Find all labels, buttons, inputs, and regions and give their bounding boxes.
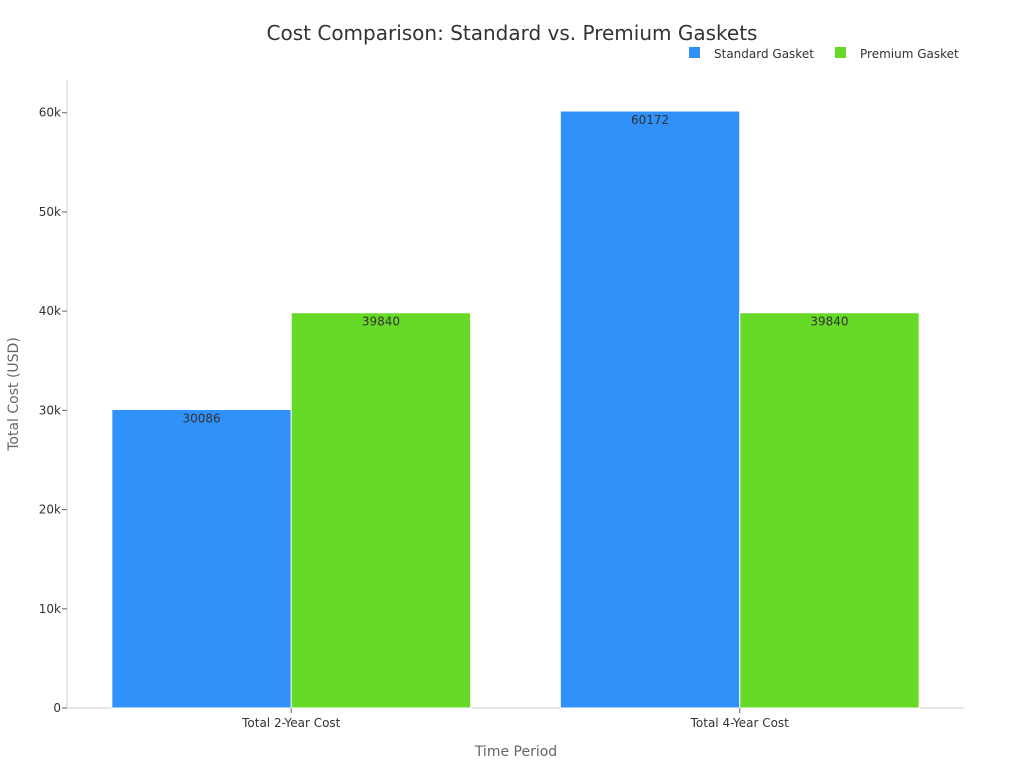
x-tick-label: Total 4-Year Cost: [690, 716, 790, 730]
bar-premium: [290, 312, 472, 709]
plot-area: 0 10k 20k 30k 40k 50k 60k 30086 39840 Total 2-Yea…: [39, 80, 964, 730]
y-tick-label: 60k: [39, 106, 61, 120]
x-tick-label: Total 2-Year Cost: [241, 716, 341, 730]
bar-value-label: 30086: [182, 412, 220, 426]
y-tick-label: 30k: [39, 403, 61, 417]
legend-swatch-premium: [835, 47, 846, 58]
bar-value-label: 39840: [810, 315, 848, 329]
y-tick-label: 40k: [39, 304, 61, 318]
chart-title: Cost Comparison: Standard vs. Premium Ga…: [267, 21, 758, 45]
bar-standard: [111, 409, 292, 709]
y-tick-label: 10k: [39, 602, 61, 616]
y-tick-label: 20k: [39, 503, 61, 517]
bar-value-label: 60172: [631, 113, 669, 127]
bar-premium: [739, 312, 920, 709]
bar-standard: [559, 110, 741, 709]
x-axis-title: Time Period: [474, 744, 557, 760]
legend-label-standard: Standard Gasket: [714, 47, 814, 61]
bar-value-label: 39840: [362, 315, 400, 329]
y-tick-label: 50k: [39, 205, 61, 219]
legend-label-premium: Premium Gasket: [860, 47, 959, 61]
legend: Standard Gasket Premium Gasket: [689, 47, 959, 61]
y-tick-label: 0: [53, 701, 61, 715]
y-axis-title: Total Cost (USD): [6, 337, 22, 452]
legend-swatch-standard: [689, 47, 700, 58]
